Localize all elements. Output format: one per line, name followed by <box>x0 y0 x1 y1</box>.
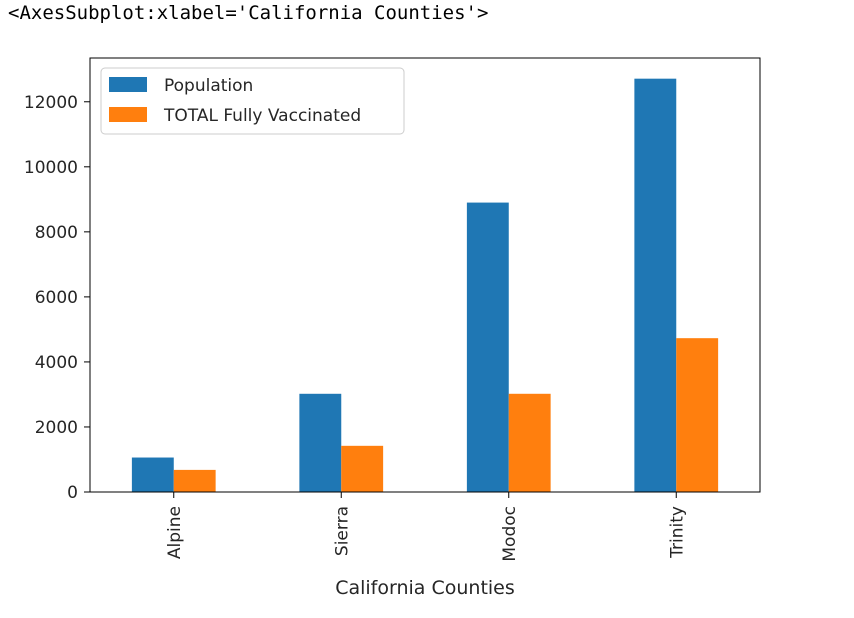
bar-total-fully-vaccinated-alpine <box>173 469 216 492</box>
y-tick-label: 10000 <box>24 158 78 178</box>
bar-population-alpine <box>131 457 174 492</box>
bar-total-fully-vaccinated-trinity <box>676 338 719 492</box>
x-tick-label: Sierra <box>332 506 352 556</box>
y-tick-label: 0 <box>67 483 78 503</box>
legend-label: TOTAL Fully Vaccinated <box>163 106 361 126</box>
x-axis: Alpine Sierra Modoc Trinity <box>165 492 687 562</box>
y-tick-label: 2000 <box>35 418 78 438</box>
bar-population-trinity <box>634 78 677 493</box>
bar-total-fully-vaccinated-sierra <box>341 445 384 492</box>
x-tick-label: Alpine <box>165 506 185 559</box>
legend-box <box>100 67 405 135</box>
legend-label: Population <box>164 76 253 96</box>
cell-output-repr: <AxesSubplot:xlabel='California Counties… <box>8 2 489 24</box>
y-tick-label: 4000 <box>35 353 78 373</box>
legend: Population TOTAL Fully Vaccinated <box>100 67 405 135</box>
plot-frame <box>89 57 761 493</box>
y-tick-label: 12000 <box>24 93 78 113</box>
y-axis: 0 2000 4000 6000 8000 10000 12000 <box>24 93 90 503</box>
bars-group <box>131 78 719 493</box>
legend-swatch <box>109 107 147 122</box>
x-axis-label: California Counties <box>335 577 515 599</box>
x-tick-label: Modoc <box>500 506 520 562</box>
bar-population-sierra <box>299 393 342 492</box>
y-tick-label: 8000 <box>35 223 78 243</box>
y-tick-label: 6000 <box>35 288 78 308</box>
legend-swatch <box>109 77 147 92</box>
bar-population-modoc <box>466 202 509 492</box>
bar-total-fully-vaccinated-modoc <box>508 393 551 492</box>
x-tick-label: Trinity <box>667 506 687 559</box>
